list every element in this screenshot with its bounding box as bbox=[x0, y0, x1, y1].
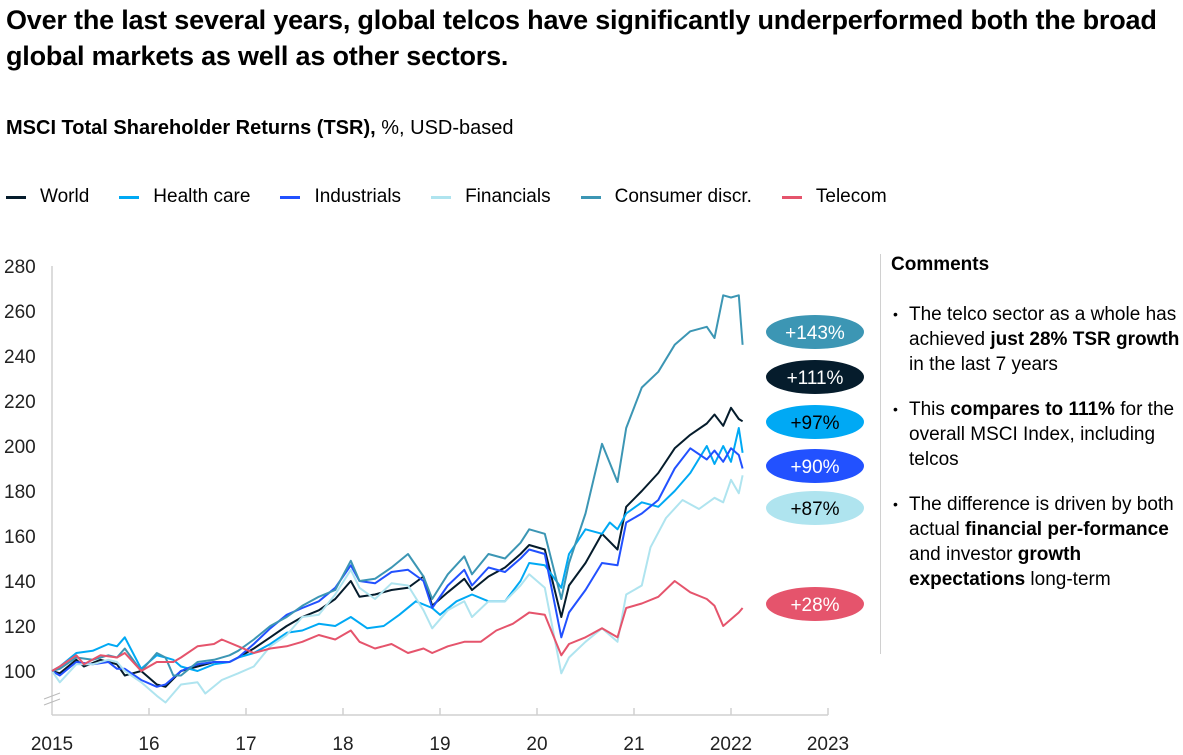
y-tick-label: 220 bbox=[4, 392, 36, 413]
end-label-text: +97% bbox=[790, 413, 839, 434]
y-tick-label: 280 bbox=[4, 257, 36, 278]
comment-emphasis: just 28% TSR growth bbox=[990, 329, 1180, 350]
axis-break-mark bbox=[43, 692, 61, 700]
y-tick-label: 180 bbox=[4, 482, 36, 503]
axis-break-mark bbox=[43, 698, 61, 706]
end-label-text: +28% bbox=[790, 595, 839, 616]
end-label-badge bbox=[766, 360, 864, 394]
x-tick-label: 20 bbox=[526, 734, 547, 755]
comment-bullet: The telco sector as a whole has achieved… bbox=[891, 302, 1183, 377]
page-title: Over the last several years, global telc… bbox=[6, 5, 1157, 71]
x-tick-label: 19 bbox=[429, 734, 450, 755]
legend-label: Consumer discr. bbox=[614, 186, 752, 207]
comment-text: in the last 7 years bbox=[909, 354, 1058, 375]
legend-label: Financials bbox=[465, 186, 551, 207]
legend-swatch bbox=[6, 195, 26, 199]
end-label-badge bbox=[766, 315, 864, 349]
y-tick-label: 200 bbox=[4, 437, 36, 458]
x-tick-label: 21 bbox=[623, 734, 644, 755]
legend-label: Industrials bbox=[314, 186, 402, 207]
chart-subtitle-units: %, USD-based bbox=[375, 117, 514, 139]
comment-emphasis: growth expectations bbox=[909, 544, 1082, 590]
x-tick-label: 17 bbox=[235, 734, 256, 755]
chart-subtitle: MSCI Total Shareholder Returns (TSR), %,… bbox=[6, 117, 514, 140]
chart-subtitle-bold: MSCI Total Shareholder Returns (TSR), bbox=[6, 117, 376, 139]
legend-swatch bbox=[431, 195, 452, 199]
legend-swatch bbox=[580, 195, 601, 199]
x-tick-label: 16 bbox=[138, 734, 159, 755]
legend-swatch bbox=[781, 195, 802, 199]
x-tick-label: 2015 bbox=[31, 734, 73, 755]
series-line-telecom bbox=[51, 580, 744, 672]
comment-text: The difference is driven by both actual bbox=[909, 494, 1174, 540]
legend-label: Telecom bbox=[815, 186, 887, 207]
end-label-badge bbox=[766, 587, 864, 621]
comments-list: The telco sector as a whole has achieved… bbox=[891, 302, 1183, 592]
comment-text: and investor bbox=[909, 544, 1018, 565]
series-line-world bbox=[51, 406, 744, 688]
x-tick-label: 2023 bbox=[807, 734, 849, 755]
y-tick-label: 160 bbox=[4, 527, 36, 548]
end-label-text: +143% bbox=[785, 323, 845, 344]
comment-text: The telco sector as a whole has achieved bbox=[909, 304, 1177, 350]
legend-item: Telecom bbox=[781, 186, 887, 208]
comments-heading: Comments bbox=[891, 254, 990, 275]
series-line-industrials bbox=[51, 447, 744, 688]
legend-item: Health care bbox=[119, 186, 250, 208]
end-label-badge bbox=[766, 449, 864, 483]
legend-item: Financials bbox=[431, 186, 551, 208]
line-chart: 100 120 140 160 180 200 220 240 260 280 2015 16 17 18… bbox=[4, 257, 864, 755]
legend-swatch bbox=[280, 195, 301, 199]
y-tick-label: 120 bbox=[4, 617, 36, 638]
comment-emphasis: financial per-formance bbox=[964, 519, 1169, 540]
end-label-text: +87% bbox=[790, 499, 839, 520]
comment-bullet: The difference is driven by both actual … bbox=[891, 492, 1183, 592]
x-tick-label: 2022 bbox=[710, 734, 752, 755]
y-tick-label: 140 bbox=[4, 572, 36, 593]
x-tick-label: 18 bbox=[332, 734, 353, 755]
y-tick-label: 260 bbox=[4, 302, 36, 323]
comments-panel: Comments The telco sector as a whole has… bbox=[880, 254, 1183, 654]
legend-item: Industrials bbox=[280, 186, 401, 208]
comment-bullet: This compares to 111% for the overall MS… bbox=[891, 397, 1183, 472]
end-label-badge bbox=[766, 491, 864, 525]
chart-legend: World Health care Industrials Financials Con… bbox=[6, 186, 917, 208]
end-label-text: +111% bbox=[787, 368, 844, 389]
series-line-financials bbox=[51, 475, 744, 704]
series-line-health-care bbox=[51, 427, 744, 672]
legend-item: World bbox=[6, 186, 89, 208]
end-label-text: +90% bbox=[790, 457, 839, 478]
legend-label: Health care bbox=[153, 186, 251, 207]
comment-text: This bbox=[909, 399, 951, 420]
legend-item: Consumer discr. bbox=[580, 186, 752, 208]
series-line-consumer-discr bbox=[51, 294, 744, 677]
legend-label: World bbox=[40, 186, 90, 207]
y-tick-label: 100 bbox=[4, 662, 36, 683]
end-label-badge bbox=[766, 405, 864, 439]
comment-text: for the overall MSCI Index, including te… bbox=[909, 399, 1175, 470]
y-tick-label: 240 bbox=[4, 347, 36, 368]
comment-text: long-term bbox=[1025, 569, 1111, 590]
comment-emphasis: compares to 111% bbox=[950, 399, 1115, 420]
legend-swatch bbox=[119, 195, 140, 199]
